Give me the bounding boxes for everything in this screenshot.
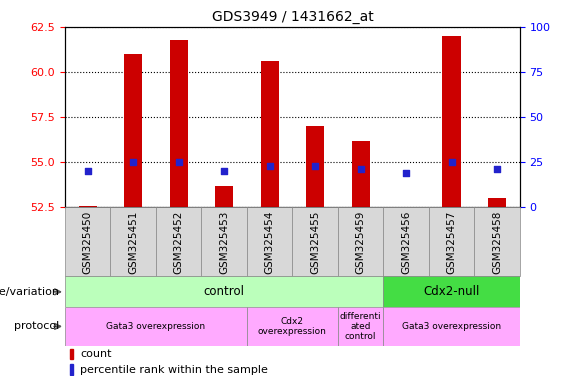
Bar — [215, 186, 233, 207]
Text: protocol: protocol — [14, 321, 59, 331]
Bar — [111, 207, 156, 276]
Text: GSM325457: GSM325457 — [446, 210, 457, 274]
Bar — [260, 61, 279, 207]
Bar — [247, 207, 293, 276]
Bar — [79, 205, 97, 207]
Text: GSM325450: GSM325450 — [82, 210, 93, 273]
Bar — [65, 276, 384, 307]
Text: count: count — [80, 349, 111, 359]
Title: GDS3949 / 1431662_at: GDS3949 / 1431662_at — [211, 10, 373, 25]
Text: Cdx2
overexpression: Cdx2 overexpression — [258, 317, 327, 336]
Bar — [202, 207, 247, 276]
Point — [493, 166, 502, 172]
Bar — [488, 199, 506, 207]
Text: GSM325454: GSM325454 — [264, 210, 275, 274]
Bar — [170, 40, 188, 207]
Text: GSM325459: GSM325459 — [355, 210, 366, 274]
Bar — [65, 207, 111, 276]
Bar — [338, 307, 384, 346]
Point — [311, 163, 320, 169]
Point — [83, 168, 92, 174]
Bar — [69, 349, 73, 359]
Text: GSM325453: GSM325453 — [219, 210, 229, 274]
Text: GSM325452: GSM325452 — [173, 210, 184, 274]
Text: GSM325458: GSM325458 — [492, 210, 502, 274]
Text: differenti
ated
control: differenti ated control — [340, 312, 381, 341]
Text: GSM325451: GSM325451 — [128, 210, 138, 274]
Bar — [384, 207, 429, 276]
Point — [174, 159, 183, 166]
Text: Cdx2-null: Cdx2-null — [423, 285, 480, 298]
Text: Gata3 overexpression: Gata3 overexpression — [106, 322, 206, 331]
Text: GSM325455: GSM325455 — [310, 210, 320, 274]
Bar — [338, 207, 384, 276]
Bar — [247, 307, 338, 346]
Bar — [69, 364, 73, 375]
Bar — [65, 307, 247, 346]
Point — [129, 159, 138, 166]
Bar — [429, 207, 475, 276]
Point — [265, 163, 274, 169]
Text: percentile rank within the sample: percentile rank within the sample — [80, 364, 268, 374]
Point — [356, 166, 365, 172]
Bar — [124, 54, 142, 207]
Bar — [293, 207, 338, 276]
Point — [220, 168, 229, 174]
Point — [447, 159, 456, 166]
Bar — [156, 207, 202, 276]
Text: Gata3 overexpression: Gata3 overexpression — [402, 322, 501, 331]
Text: genotype/variation: genotype/variation — [0, 287, 59, 297]
Point — [402, 170, 411, 176]
Bar — [475, 207, 520, 276]
Bar — [306, 126, 324, 207]
Bar — [384, 307, 520, 346]
Bar — [384, 276, 520, 307]
Bar — [351, 141, 370, 207]
Text: control: control — [203, 285, 245, 298]
Text: GSM325456: GSM325456 — [401, 210, 411, 274]
Bar — [442, 36, 460, 207]
